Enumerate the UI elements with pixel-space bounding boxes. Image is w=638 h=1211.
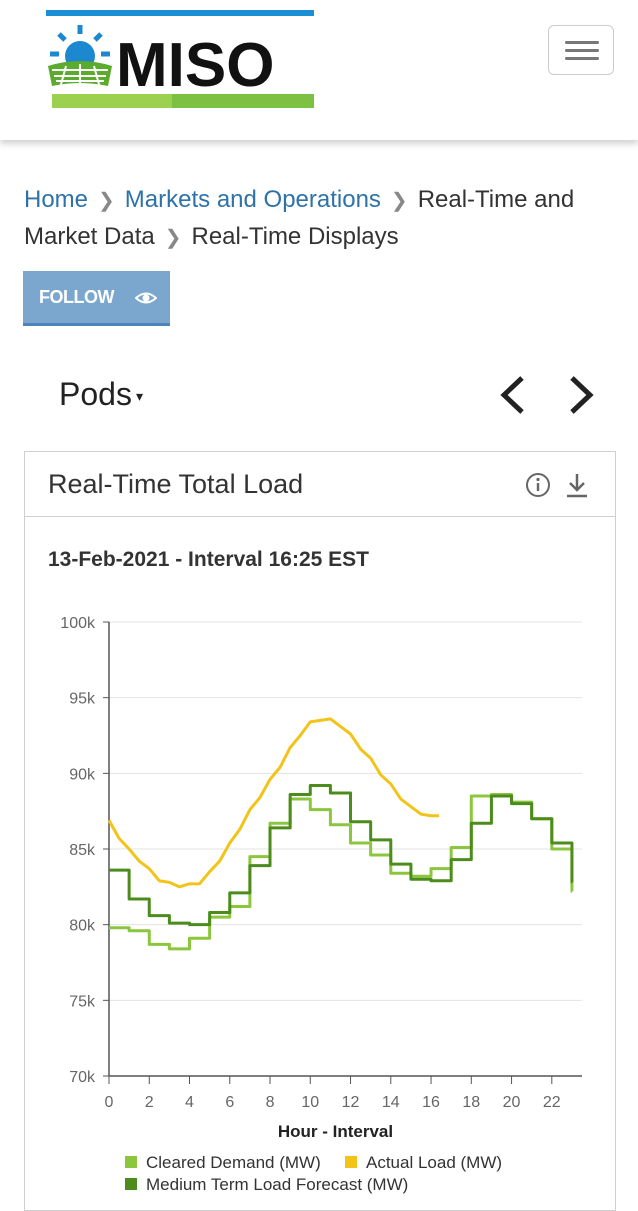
x-tick-label: 20 xyxy=(503,1094,521,1111)
miso-logo[interactable]: MISO xyxy=(46,10,318,112)
y-tick-label: 80k xyxy=(69,918,96,935)
card-header: Real-Time Total Load xyxy=(25,452,615,517)
follow-label: FOLLOW xyxy=(39,287,114,307)
x-tick-label: 18 xyxy=(462,1094,480,1111)
breadcrumb-markets[interactable]: Markets and Operations xyxy=(124,186,381,213)
x-tick-label: 2 xyxy=(145,1094,154,1111)
legend-label: Cleared Demand (MW) xyxy=(146,1153,321,1172)
legend-swatch xyxy=(345,1156,357,1168)
legend-label: Actual Load (MW) xyxy=(366,1153,502,1172)
x-tick-label: 6 xyxy=(225,1094,234,1111)
x-axis-title: Hour - Interval xyxy=(278,1122,393,1141)
menu-button[interactable] xyxy=(548,25,614,75)
legend-swatch xyxy=(125,1178,137,1190)
y-tick-label: 100k xyxy=(60,615,96,632)
x-tick-label: 10 xyxy=(301,1094,319,1111)
card-title: Real-Time Total Load xyxy=(48,469,304,499)
hamburger-icon xyxy=(565,41,599,44)
x-tick-label: 0 xyxy=(105,1094,114,1111)
legend-swatch xyxy=(125,1156,137,1168)
x-tick-label: 4 xyxy=(185,1094,194,1111)
y-tick-label: 75k xyxy=(69,993,96,1010)
x-tick-label: 22 xyxy=(543,1094,561,1111)
series-line-1 xyxy=(109,783,574,927)
site-header: MISO xyxy=(0,0,638,140)
chevron-right-icon: ❯ xyxy=(98,190,115,212)
load-chart: 70k 75k 80k 85k 90k 95k 100k 0 2 4 6 8 10 12 14 16 18 20 2… xyxy=(60,615,582,1194)
follow-button[interactable]: FOLLOW xyxy=(23,271,170,326)
caret-down-icon: ▾ xyxy=(135,388,143,405)
chevron-right-icon[interactable] xyxy=(560,372,600,418)
sunburst-icon xyxy=(48,25,112,89)
y-tick-label: 70k xyxy=(69,1069,96,1086)
series-line-0 xyxy=(109,793,574,951)
breadcrumb-realtime-market-data: Real-Time and Market Data xyxy=(24,186,575,250)
chevron-right-icon: ❯ xyxy=(390,190,408,212)
x-tick-label: 16 xyxy=(422,1094,440,1111)
breadcrumb-current: Real-Time Displays xyxy=(191,223,399,250)
chart-subtitle: 13-Feb-2021 - Interval 16:25 EST xyxy=(48,548,369,571)
legend-label: Medium Term Load Forecast (MW) xyxy=(146,1175,408,1194)
eye-icon xyxy=(135,292,157,304)
x-tick-label: 14 xyxy=(382,1094,400,1111)
y-tick-label: 95k xyxy=(69,691,96,708)
total-load-card: Real-Time Total Load 13-Feb-2021 - Inter… xyxy=(24,451,616,1211)
breadcrumb: Home ❯ Markets and Operations ❯ Real-Time an… xyxy=(24,182,624,256)
y-tick-label: 90k xyxy=(69,766,96,783)
pods-label: Pods xyxy=(59,376,132,412)
logo-text: MISO xyxy=(116,31,274,100)
chevron-right-icon: ❯ xyxy=(164,227,182,249)
y-tick-label: 85k xyxy=(69,842,96,859)
x-tick-label: 12 xyxy=(342,1094,360,1111)
series-line-2 xyxy=(107,717,440,889)
breadcrumb-home[interactable]: Home xyxy=(24,186,89,213)
chevron-left-icon[interactable] xyxy=(494,372,534,418)
pods-dropdown[interactable]: Pods ▾ xyxy=(59,376,143,413)
info-icon[interactable] xyxy=(525,472,551,498)
x-tick-label: 8 xyxy=(266,1094,275,1111)
download-icon[interactable] xyxy=(565,471,589,499)
